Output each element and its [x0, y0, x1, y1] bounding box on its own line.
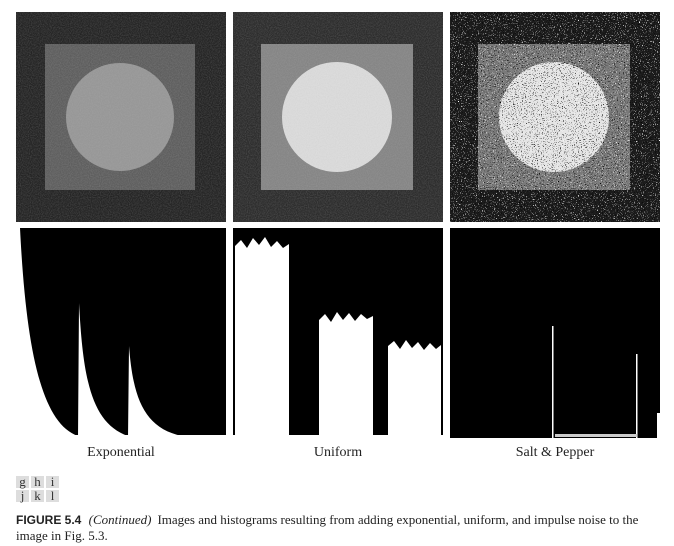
- noisy-image: [16, 12, 226, 222]
- key: h: [31, 475, 44, 488]
- caption-note: (Continued): [88, 512, 152, 527]
- histogram: [233, 228, 443, 438]
- caption-text: Images and histograms resulting from add…: [16, 512, 639, 543]
- key-row: g h i: [16, 475, 59, 488]
- key: k: [31, 489, 44, 502]
- key: i: [46, 475, 59, 488]
- figure-number: FIGURE 5.4: [16, 513, 82, 527]
- noisy-image: [450, 12, 660, 222]
- panel-key-grid: g h i j k l: [16, 475, 59, 504]
- panel-label: Exponential: [87, 445, 155, 460]
- key-row: j k l: [16, 489, 59, 502]
- panel-label: Salt & Pepper: [515, 445, 595, 460]
- panel-label: Uniform: [313, 445, 363, 460]
- key: j: [16, 489, 29, 502]
- histogram: [450, 228, 660, 438]
- key: g: [16, 475, 29, 488]
- key: l: [46, 489, 59, 502]
- noisy-image: [233, 12, 443, 222]
- caption: FIGURE 5.4 (Continued) Images and histogr…: [16, 512, 666, 544]
- histogram: [16, 228, 226, 438]
